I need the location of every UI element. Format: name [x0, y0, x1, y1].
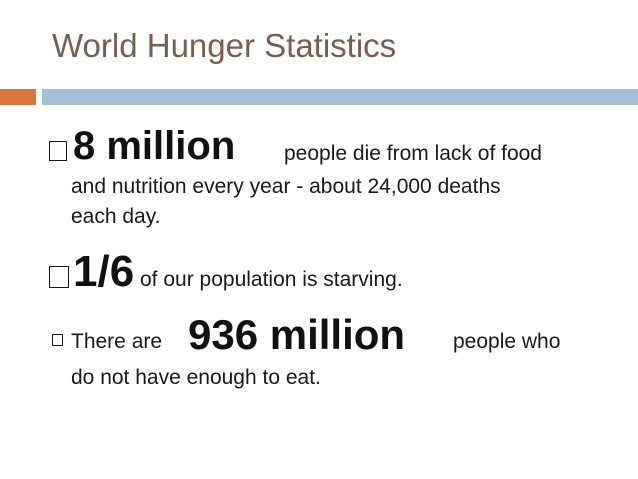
bullet-1-text-line3: each day.	[71, 205, 161, 228]
bullet-3-text: people who	[453, 330, 561, 353]
bullet-3-prefix: There are	[71, 330, 163, 353]
bullet-1-text: people die from lack of food	[284, 142, 542, 165]
bullet-1-text-line2: and nutrition every year - about 24,000 …	[71, 175, 501, 198]
bullet-2-text: of our population is starving.	[140, 268, 403, 291]
square-bullet-icon	[52, 334, 63, 346]
bullet-3-highlight: 936 million	[188, 311, 406, 358]
bullet-2-highlight: 1/6	[73, 247, 135, 296]
title-accent-bar	[0, 89, 36, 105]
slide-title: World Hunger Statistics	[52, 27, 397, 64]
title-rule-bar	[42, 89, 638, 105]
bullet-1-highlight: 8 million	[73, 124, 236, 168]
square-bullet-icon	[49, 141, 67, 161]
bullet-3-text-line2: do not have enough to eat.	[71, 366, 321, 389]
square-bullet-icon	[49, 266, 69, 288]
